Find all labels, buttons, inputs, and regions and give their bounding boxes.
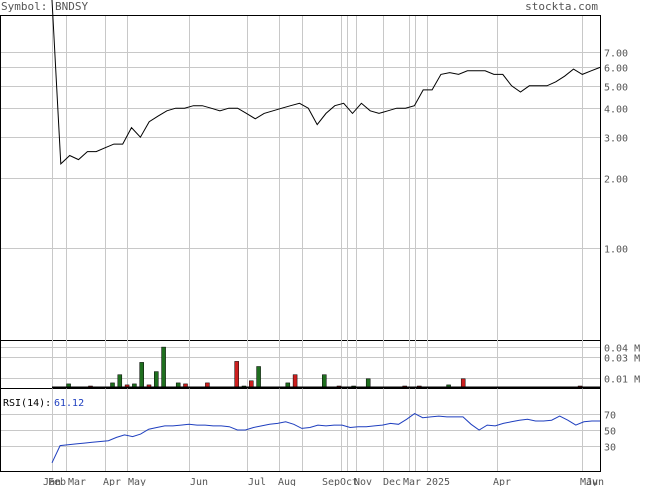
x-axis-label: May — [580, 477, 598, 486]
price-line — [51, 0, 601, 166]
volume-bar — [322, 374, 327, 389]
price-tick-label: 7.00 — [604, 49, 628, 60]
rsi-tick-label: 70 — [604, 411, 616, 422]
x-axis-label: Apr — [493, 477, 511, 486]
y-axis-ticks: 7.00 6.00 5.00 4.00 3.00 2.00 1.00 0.04 M0.03 M… — [604, 49, 640, 454]
price-series — [51, 0, 601, 166]
x-axis-label: Dec — [383, 477, 401, 486]
price-tick-label: 4.00 — [604, 105, 628, 116]
price-tick-label: 1.00 — [604, 245, 628, 256]
x-axis-label: Mar — [403, 477, 421, 486]
x-axis-label: Nov — [354, 477, 372, 486]
rsi-tick-label: 50 — [604, 427, 616, 438]
x-axis-label: Jun — [190, 477, 208, 486]
volume-bar — [139, 362, 144, 389]
site-label: stockta.com — [525, 0, 598, 13]
x-axis-label: Feb — [48, 477, 66, 486]
volume-bar — [154, 371, 159, 389]
rsi-label: RSI(14): — [3, 398, 51, 409]
x-axis-label: Aug — [278, 477, 296, 486]
volume-bar — [117, 374, 123, 389]
rsi-value: 61.12 — [54, 398, 84, 409]
x-axis-label: Mar — [68, 477, 86, 486]
symbol-value: BNDSY — [55, 0, 88, 13]
x-axis-label: Jan — [43, 477, 61, 486]
rsi-tick-label: 30 — [604, 443, 616, 454]
x-axis-label: Apr — [103, 477, 121, 486]
x-axis-label: Jul — [248, 477, 266, 486]
x-axis-label: May — [128, 477, 146, 486]
grid-lines — [1, 16, 600, 471]
x-axis-label: Sep — [322, 477, 340, 486]
volume-bar — [256, 366, 261, 389]
rsi-line — [51, 413, 600, 464]
volume-panel — [0, 340, 601, 389]
volume-series — [52, 346, 600, 389]
x-axis-label: Jun — [586, 477, 604, 486]
x-axis-label: Oct — [340, 477, 358, 486]
volume-tick-label: 0.04 M — [604, 344, 640, 355]
x-axis-label: 2025 — [426, 477, 450, 486]
price-tick-label: 2.00 — [604, 175, 628, 186]
volume-bar — [161, 346, 166, 389]
price-tick-label: 6.00 — [604, 64, 628, 75]
volume-tick-label: 0.01 M — [604, 375, 640, 386]
volume-bar — [234, 361, 239, 389]
rsi-series — [51, 413, 600, 464]
volume-bar — [292, 374, 298, 389]
price-tick-label: 5.00 — [604, 83, 628, 94]
price-tick-label: 3.00 — [604, 134, 628, 145]
volume-tick-label: 0.03 M — [604, 354, 640, 365]
symbol-label: Symbol: — [1, 0, 47, 13]
